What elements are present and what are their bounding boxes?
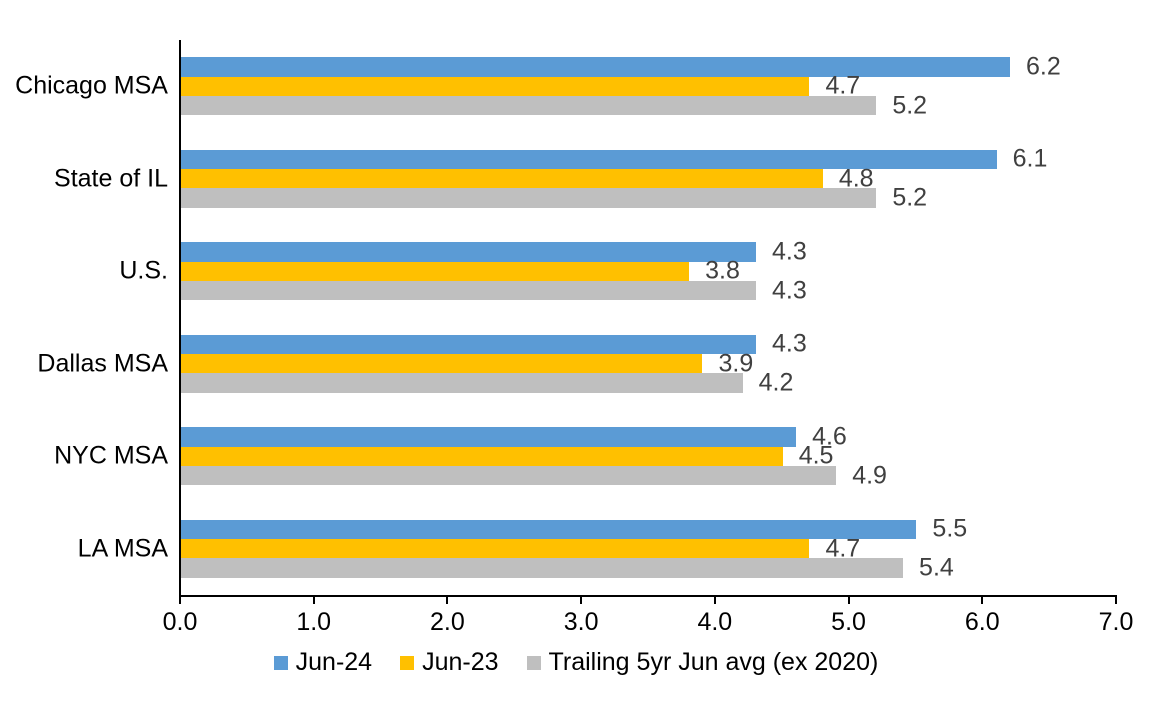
data-label-trailing-5yr-jun-avg-ex-2020-dallas-msa: 4.2 xyxy=(758,368,794,397)
x-axis-tick-6.0 xyxy=(981,595,984,604)
bar-trailing-5yr-jun-avg-ex-2020-nyc-msa xyxy=(181,465,837,486)
category-label-state-of-il: State of IL xyxy=(54,164,168,193)
bar-jun-23-nyc-msa xyxy=(181,446,783,466)
data-label-jun-24-chicago-msa: 6.2 xyxy=(1026,52,1061,81)
category-label-chicago-msa: Chicago MSA xyxy=(15,71,168,100)
bar-jun-23-dallas-msa xyxy=(181,354,703,374)
legend: Jun-24 Jun-23 Trailing 5yr Jun avg (ex 2… xyxy=(0,650,1152,675)
x-axis-tick-label-3.0: 3.0 xyxy=(563,608,599,636)
data-label-trailing-5yr-jun-avg-ex-2020-u-s: 4.3 xyxy=(771,276,807,305)
legend-item-trailing-5yr-jun-avg: Trailing 5yr Jun avg (ex 2020) xyxy=(526,648,879,676)
x-axis-tick-4.0 xyxy=(713,595,716,604)
bar-jun-23-la-msa xyxy=(181,539,810,559)
bar-jun-24-dallas-msa xyxy=(181,334,756,355)
data-label-trailing-5yr-jun-avg-ex-2020-la-msa: 5.4 xyxy=(919,553,954,582)
data-label-jun-24-dallas-msa: 4.3 xyxy=(771,329,807,358)
legend-swatch-trailing-5yr-jun-avg-icon xyxy=(526,655,541,670)
x-axis-tick-label-0.0: 0.0 xyxy=(162,608,198,636)
x-axis-tick-2.0 xyxy=(446,595,449,604)
x-axis-tick-5.0 xyxy=(847,595,850,604)
category-label-u-s: U.S. xyxy=(119,256,168,285)
category-label-dallas-msa: Dallas MSA xyxy=(37,349,168,378)
bar-trailing-5yr-jun-avg-ex-2020-la-msa xyxy=(181,558,904,578)
data-label-jun-23-u-s: 3.8 xyxy=(705,256,740,285)
bar-jun-23-u-s xyxy=(181,261,690,281)
data-label-jun-23-dallas-msa: 3.9 xyxy=(718,349,754,378)
bar-trailing-5yr-jun-avg-ex-2020-state-of-il xyxy=(181,188,877,208)
bar-jun-23-chicago-msa xyxy=(181,76,810,96)
x-axis-tick-label-1.0: 1.0 xyxy=(296,608,332,636)
x-axis-tick-7.0 xyxy=(1115,595,1117,604)
x-axis-tick-3.0 xyxy=(580,595,583,604)
x-axis-tick-label-6.0: 6.0 xyxy=(964,608,1000,636)
x-axis-tick-1.0 xyxy=(312,595,315,604)
legend-label-jun-23: Jun-23 xyxy=(422,648,499,676)
bar-trailing-5yr-jun-avg-ex-2020-dallas-msa xyxy=(181,373,743,393)
x-axis-tick-label-5.0: 5.0 xyxy=(831,608,866,636)
bar-jun-24-nyc-msa xyxy=(181,427,797,447)
data-label-jun-24-state-of-il: 6.1 xyxy=(1012,144,1048,173)
bar-trailing-5yr-jun-avg-ex-2020-u-s xyxy=(181,280,756,301)
legend-label-trailing-5yr-jun-avg: Trailing 5yr Jun avg (ex 2020) xyxy=(548,648,879,676)
x-axis-tick-label-4.0: 4.0 xyxy=(697,608,733,636)
bar-jun-23-state-of-il xyxy=(181,169,823,189)
legend-label-jun-24: Jun-24 xyxy=(295,648,373,676)
x-axis-tick-label-2.0: 2.0 xyxy=(430,608,465,636)
bar-trailing-5yr-jun-avg-ex-2020-chicago-msa xyxy=(181,95,877,116)
data-label-trailing-5yr-jun-avg-ex-2020-state-of-il: 5.2 xyxy=(892,183,928,212)
bar-jun-24-u-s xyxy=(181,242,756,262)
bar-jun-24-state-of-il xyxy=(181,149,997,170)
x-axis-tick-0.0 xyxy=(179,595,181,604)
data-label-trailing-5yr-jun-avg-ex-2020-chicago-msa: 5.2 xyxy=(892,91,928,120)
data-label-jun-23-nyc-msa: 4.5 xyxy=(798,441,834,470)
data-label-jun-24-la-msa: 5.5 xyxy=(932,514,968,543)
data-label-jun-24-nyc-msa: 4.6 xyxy=(812,422,847,451)
plot-area: 6.2 4.7 5.2 6.1 4.8 5.2 4.3 3.8 4.3 4.3 3.9 4.2 4.6 4… xyxy=(179,40,1117,597)
legend-swatch-jun-24-icon xyxy=(273,655,288,670)
bar-jun-24-chicago-msa xyxy=(181,57,1011,77)
legend-item-jun-24: Jun-24 xyxy=(273,648,373,676)
category-label-nyc-msa: NYC MSA xyxy=(54,441,168,470)
legend-item-jun-23: Jun-23 xyxy=(400,648,499,676)
data-label-jun-23-state-of-il: 4.8 xyxy=(838,164,874,193)
category-label-la-msa: LA MSA xyxy=(77,534,168,563)
bar-jun-24-la-msa xyxy=(181,519,917,540)
legend-swatch-jun-23-icon xyxy=(400,655,415,670)
data-label-jun-23-chicago-msa: 4.7 xyxy=(825,71,861,100)
data-label-jun-24-u-s: 4.3 xyxy=(771,237,807,266)
data-label-trailing-5yr-jun-avg-ex-2020-nyc-msa: 4.9 xyxy=(852,461,887,490)
data-label-jun-23-la-msa: 4.7 xyxy=(825,534,861,563)
x-axis-tick-label-7.0: 7.0 xyxy=(1098,608,1134,636)
